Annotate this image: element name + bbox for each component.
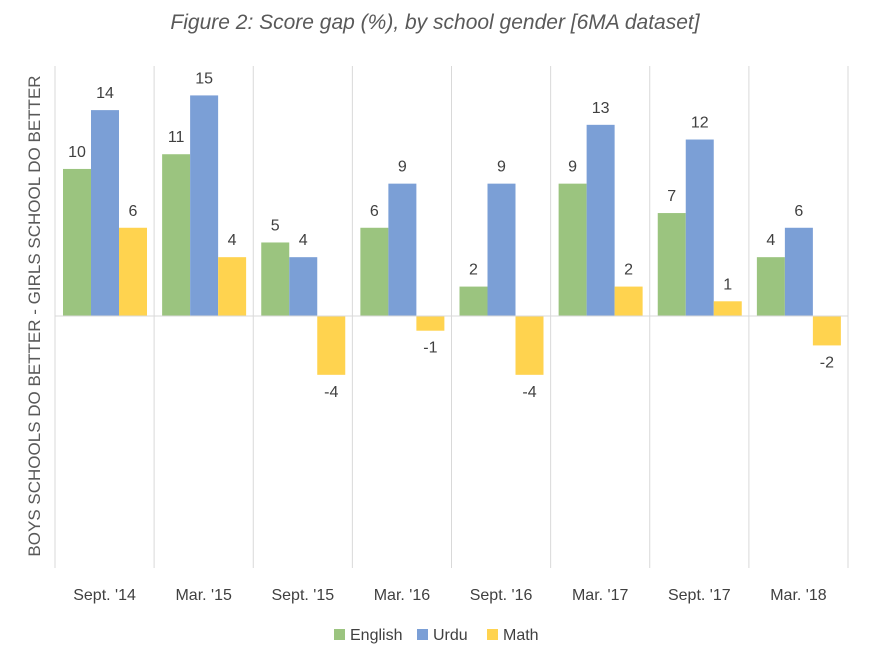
bar-math xyxy=(218,257,247,316)
bar-urdu xyxy=(388,183,417,316)
data-label: 4 xyxy=(228,232,237,249)
category-label: Mar. '17 xyxy=(572,587,629,604)
category-label: Sept. '17 xyxy=(668,587,731,604)
bar-english xyxy=(558,183,587,316)
data-label: -1 xyxy=(423,340,437,357)
bar-math xyxy=(317,316,346,375)
bar-urdu xyxy=(784,227,813,316)
chart-title: Figure 2: Score gap (%), by school gende… xyxy=(170,11,700,34)
data-label: 10 xyxy=(68,144,86,161)
data-label: -2 xyxy=(820,354,834,371)
category-labels: Sept. '14 Mar. '15 Sept. '15 Mar. '16 Sept. … xyxy=(73,587,827,604)
data-label: 2 xyxy=(469,262,478,279)
bar-english xyxy=(63,168,91,316)
bar-urdu xyxy=(91,110,119,316)
bar-math xyxy=(614,286,643,316)
data-label: -4 xyxy=(324,384,338,401)
category-label: Sept. '14 xyxy=(73,587,136,604)
legend-label-math: Math xyxy=(503,627,539,644)
data-label: 9 xyxy=(568,159,577,176)
data-label: 4 xyxy=(299,232,308,249)
category-label: Sept. '15 xyxy=(271,587,334,604)
bar-math xyxy=(416,316,445,331)
data-label: 6 xyxy=(370,203,379,220)
data-label: 9 xyxy=(497,159,506,176)
data-label: 13 xyxy=(592,100,610,117)
data-label: 5 xyxy=(271,217,280,234)
category-label: Mar. '18 xyxy=(770,587,827,604)
bar-urdu xyxy=(685,139,714,316)
bar-math xyxy=(119,227,147,316)
bar-urdu xyxy=(586,124,615,316)
data-label: 12 xyxy=(691,115,709,132)
data-label: 6 xyxy=(794,203,803,220)
data-label: 9 xyxy=(398,159,407,176)
legend-swatch-math xyxy=(487,629,498,640)
bar-math xyxy=(713,301,742,316)
data-label: 4 xyxy=(766,232,775,249)
category-dividers xyxy=(54,66,849,568)
legend-label-urdu: Urdu xyxy=(433,627,468,644)
data-label: 6 xyxy=(129,203,138,220)
legend-label-english: English xyxy=(350,627,402,644)
bar-english xyxy=(459,286,488,316)
legend-swatch-english xyxy=(334,629,345,640)
category-label: Mar. '15 xyxy=(175,587,232,604)
bar-english xyxy=(756,257,785,316)
data-label: 2 xyxy=(624,262,633,279)
bar-english xyxy=(360,227,389,316)
legend-swatch-urdu xyxy=(417,629,428,640)
category-label: Mar. '16 xyxy=(374,587,431,604)
category-label: Sept. '16 xyxy=(470,587,533,604)
data-label: 1 xyxy=(723,276,732,293)
data-label: 11 xyxy=(168,129,185,146)
data-label: 7 xyxy=(667,188,676,205)
bar-urdu xyxy=(190,95,219,316)
bar-urdu xyxy=(289,257,318,316)
bar-group xyxy=(63,95,841,375)
bar-english xyxy=(162,154,191,316)
data-label: 14 xyxy=(96,85,114,102)
bar-math xyxy=(812,316,841,346)
data-label: 15 xyxy=(195,70,213,87)
bar-english xyxy=(261,242,290,316)
bar-math xyxy=(515,316,544,375)
legend: English Urdu Math xyxy=(334,627,539,644)
bar-urdu xyxy=(487,183,516,316)
data-label: -4 xyxy=(522,384,536,401)
y-axis-label: BOYS SCHOOLS DO BETTER - GIRLS SCHOOL DO… xyxy=(25,75,44,556)
bar-english xyxy=(657,213,686,316)
